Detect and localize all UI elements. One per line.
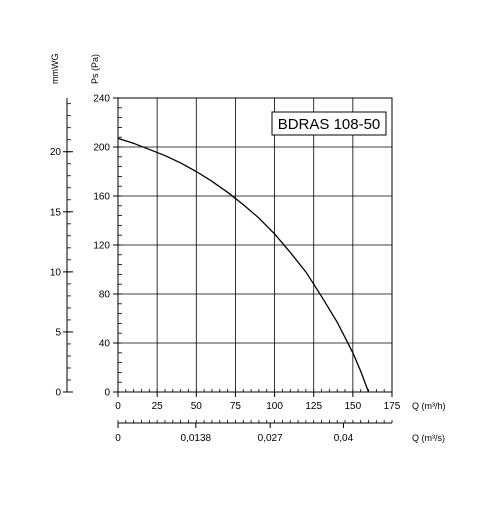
y2-tick-label: 15 <box>50 207 62 218</box>
x-tick-label: 0 <box>115 401 121 412</box>
x2-axis-label: Q (m³/s) <box>412 433 445 443</box>
y-tick-label: 40 <box>99 339 111 350</box>
y-axis-label: Ps (Pa) <box>90 54 100 84</box>
series-line <box>117 137 370 393</box>
y-tick-label: 0 <box>104 388 110 399</box>
x-tick-label: 50 <box>191 401 203 412</box>
y-tick-label: 80 <box>99 290 111 301</box>
y2-axis-label: mmWG <box>50 54 60 85</box>
y2-tick-label: 20 <box>50 147 62 158</box>
series-layer <box>117 137 370 393</box>
x-tick-label: 75 <box>230 401 242 412</box>
x-tick-label: 125 <box>305 401 322 412</box>
chart-title: BDRAS 108-50 <box>278 116 381 133</box>
grid-layer <box>118 98 392 392</box>
y-tick-label: 120 <box>93 241 110 252</box>
y-tick-label: 160 <box>93 192 110 203</box>
x2-tick-label: 0,0138 <box>181 433 212 444</box>
x-tick-label: 100 <box>266 401 283 412</box>
x2-tick-label: 0 <box>115 433 121 444</box>
x-axis-label: Q (m³/h) <box>412 401 446 411</box>
y2-tick-label: 0 <box>55 388 61 399</box>
y2-tick-label: 5 <box>55 327 61 338</box>
x-tick-label: 150 <box>345 401 362 412</box>
label-layer: BDRAS 108-50 Q (m³/h) Q (m³/s) Ps (Pa) m… <box>50 54 446 444</box>
x2-tick-label: 0,04 <box>334 433 354 444</box>
x-tick-label: 25 <box>152 401 164 412</box>
x-tick-label: 175 <box>384 401 401 412</box>
title-box <box>271 111 387 136</box>
axis-layer: 0 25 50 75 100 125 150 175040801201602002400510… <box>50 94 401 445</box>
y2-tick-label: 10 <box>50 267 62 278</box>
x2-tick-label: 0,027 <box>258 433 283 444</box>
y-tick-label: 200 <box>93 143 110 154</box>
y-tick-label: 240 <box>93 94 110 105</box>
